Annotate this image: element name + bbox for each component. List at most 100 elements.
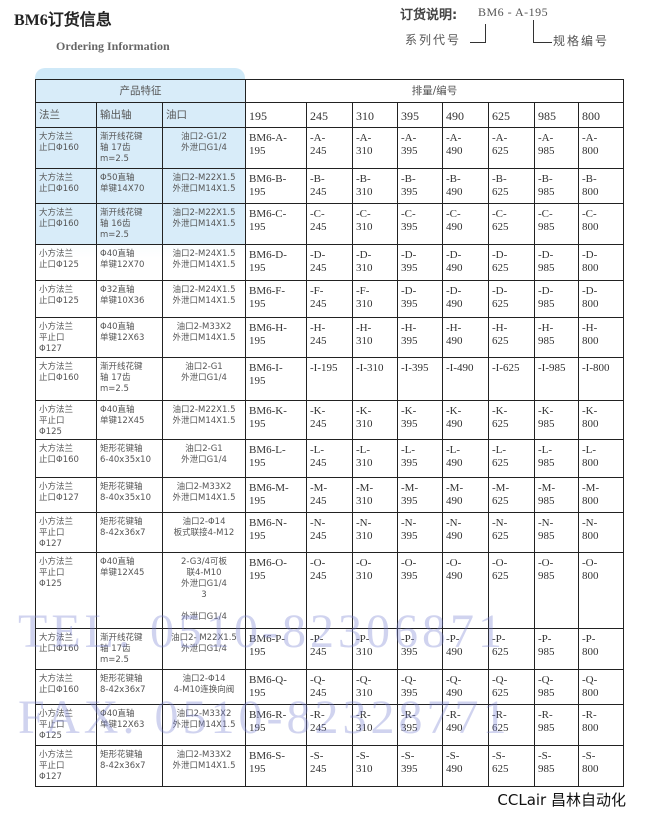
model-code-cell: BM6-A- 195: [245, 127, 307, 169]
shaft-cell: Φ50直轴 单键14X70: [96, 168, 163, 204]
model-code-cell: -S- 245: [306, 745, 353, 787]
model-code-cell: -O- 490: [442, 552, 489, 629]
model-code-cell: -B- 985: [534, 168, 579, 204]
model-code-cell: -L- 490: [442, 439, 489, 478]
port-cell: 油口2-G1 外泄口G1/4: [162, 439, 246, 478]
model-code-cell: -B- 310: [352, 168, 398, 204]
shaft-cell: 渐开线花键 轴 17齿 m=2.5: [96, 357, 163, 401]
model-code-cell: BM6-R- 195: [245, 704, 307, 746]
model-code-cell: -S- 395: [397, 745, 443, 787]
table-row: 小方法兰 平止口 Φ127 矩形花键轴 8-42x36x7 油口2-M33X2 外泄…: [35, 745, 624, 787]
flange-cell: 小方法兰 平止口 Φ125: [35, 552, 97, 629]
model-code-cell: -Q- 800: [578, 669, 624, 705]
shaft-cell: 矩形花键轴 8-42x36x7: [96, 669, 163, 705]
model-code-cell: -O- 245: [306, 552, 353, 629]
shaft-cell: Φ32直轴 单键10X36: [96, 280, 163, 318]
model-code-cell: -N- 310: [352, 512, 398, 553]
page-title: BM6订货信息: [14, 12, 112, 29]
model-code-cell: -M- 800: [578, 477, 624, 513]
port-cell: 油口2- M22X1.5 外泄口G1/4: [162, 628, 246, 670]
port-cell: 油口2-M22X1.5 外泄口M14X1.5: [162, 168, 246, 204]
model-code-cell: -P- 310: [352, 628, 398, 670]
table-row: 大方法兰 止口Φ160 渐开线花键 轴 17齿 m=2.5 油口2-G1/2 外泄口…: [35, 127, 624, 169]
model-code-cell: -C- 985: [534, 203, 579, 245]
model-code-cell: -A- 985: [534, 127, 579, 169]
model-code-cell: -N- 800: [578, 512, 624, 553]
model-code-cell: -B- 395: [397, 168, 443, 204]
model-code-cell: BM6-Q- 195: [245, 669, 307, 705]
model-code-cell: -I-195: [306, 357, 353, 401]
shaft-cell: 渐开线花键 轴 17齿 m=2.5: [96, 127, 163, 169]
table-row: 小方法兰 止口Φ125 Φ40直轴 单键12X70 油口2-M24X1.5 外泄口M…: [35, 244, 624, 281]
port-cell: 油口2-M22X1.5 外泄口M14X1.5: [162, 400, 246, 440]
model-code-cell: -O- 310: [352, 552, 398, 629]
port-cell: 油口2-G1/2 外泄口G1/4: [162, 127, 246, 169]
model-code-cell: -R- 625: [488, 704, 535, 746]
model-code-cell: -I-625: [488, 357, 535, 401]
model-code-cell: -O- 625: [488, 552, 535, 629]
model-code-cell: -D- 985: [534, 244, 579, 281]
model-code-cell: -C- 395: [397, 203, 443, 245]
group-header-displacement: 排量/编号: [245, 79, 624, 103]
model-code-cell: -A- 800: [578, 127, 624, 169]
model-code-cell: -H- 245: [306, 317, 353, 358]
model-code-cell: -P- 395: [397, 628, 443, 670]
model-code-cell: BM6-O- 195: [245, 552, 307, 629]
model-code-cell: -H- 310: [352, 317, 398, 358]
model-code-cell: -F- 310: [352, 280, 398, 318]
model-code-cell: -I-310: [352, 357, 398, 401]
shaft-cell: 矩形花键轴 6-40x35x10: [96, 439, 163, 478]
column-header-displacement: 395: [397, 102, 443, 128]
model-code-cell: -S- 985: [534, 745, 579, 787]
order-code-example: BM6 - A-195: [478, 5, 549, 19]
model-code-cell: -S- 310: [352, 745, 398, 787]
table-row: 小方法兰 平止口 Φ127 Φ40直轴 单键12X63 油口2-M33X2 外泄口M…: [35, 317, 624, 358]
model-code-cell: -I-490: [442, 357, 489, 401]
column-header-displacement: 985: [534, 102, 579, 128]
shaft-cell: 矩形花键轴 8-42x36x7: [96, 512, 163, 553]
model-code-cell: -N- 395: [397, 512, 443, 553]
model-code-cell: -D- 310: [352, 244, 398, 281]
model-code-cell: -H- 985: [534, 317, 579, 358]
ordering-table: 产品特征 排量/编号 法兰 输出轴 油口 195 245 310 395 490 625 9…: [35, 79, 624, 787]
model-code-cell: -D- 625: [488, 280, 535, 318]
table-row: 小方法兰 平止口 Φ125 Φ40直轴 单键12X45 油口2-M22X1.5 外泄…: [35, 400, 624, 440]
flange-cell: 小方法兰 平止口 Φ127: [35, 512, 97, 553]
table-row: 大方法兰 止口Φ160 Φ50直轴 单键14X70 油口2-M22X1.5 外泄口M…: [35, 168, 624, 204]
model-code-cell: -R- 310: [352, 704, 398, 746]
shaft-cell: Φ40直轴 单键12X70: [96, 244, 163, 281]
shaft-cell: Φ40直轴 单键12X63: [96, 317, 163, 358]
port-cell: 油口2-M33X2 外泄口M14X1.5: [162, 477, 246, 513]
model-code-cell: -L- 245: [306, 439, 353, 478]
model-code-cell: -D- 800: [578, 280, 624, 318]
model-code-cell: -K- 985: [534, 400, 579, 440]
flange-cell: 小方法兰 止口Φ125: [35, 244, 97, 281]
model-code-cell: BM6-L- 195: [245, 439, 307, 478]
table-row: 大方法兰 止口Φ160 矩形花键轴 8-42x36x7 油口2-Φ14 4-M10连…: [35, 669, 624, 705]
flange-cell: 小方法兰 平止口 Φ125: [35, 400, 97, 440]
model-code-cell: -R- 245: [306, 704, 353, 746]
table-row: 大方法兰 止口Φ160 矩形花键轴 6-40x35x10 油口2-G1 外泄口G1/…: [35, 439, 624, 478]
model-code-cell: -C- 490: [442, 203, 489, 245]
model-code-cell: -S- 490: [442, 745, 489, 787]
order-instructions-label: 订货说明:: [400, 8, 458, 23]
model-code-cell: -M- 245: [306, 477, 353, 513]
port-cell: 油口2-M33X2 外泄口M14X1.5: [162, 704, 246, 746]
model-code-cell: -S- 800: [578, 745, 624, 787]
model-code-cell: -A- 310: [352, 127, 398, 169]
model-code-cell: -B- 800: [578, 168, 624, 204]
model-code-cell: -Q- 245: [306, 669, 353, 705]
port-cell: 油口2-Φ14 板式联接4-M12: [162, 512, 246, 553]
model-code-cell: -A- 490: [442, 127, 489, 169]
flange-cell: 大方法兰 止口Φ160: [35, 357, 97, 401]
column-header-displacement: 310: [352, 102, 398, 128]
model-code-cell: -P- 625: [488, 628, 535, 670]
flange-cell: 小方法兰 平止口 Φ127: [35, 745, 97, 787]
model-code-cell: BM6-H- 195: [245, 317, 307, 358]
page-subtitle: Ordering Information: [56, 39, 170, 53]
model-code-cell: -Q- 985: [534, 669, 579, 705]
model-code-cell: BM6-S- 195: [245, 745, 307, 787]
model-code-cell: BM6-F- 195: [245, 280, 307, 318]
shaft-cell: Φ40直轴 单键12X63: [96, 704, 163, 746]
model-code-cell: -A- 395: [397, 127, 443, 169]
